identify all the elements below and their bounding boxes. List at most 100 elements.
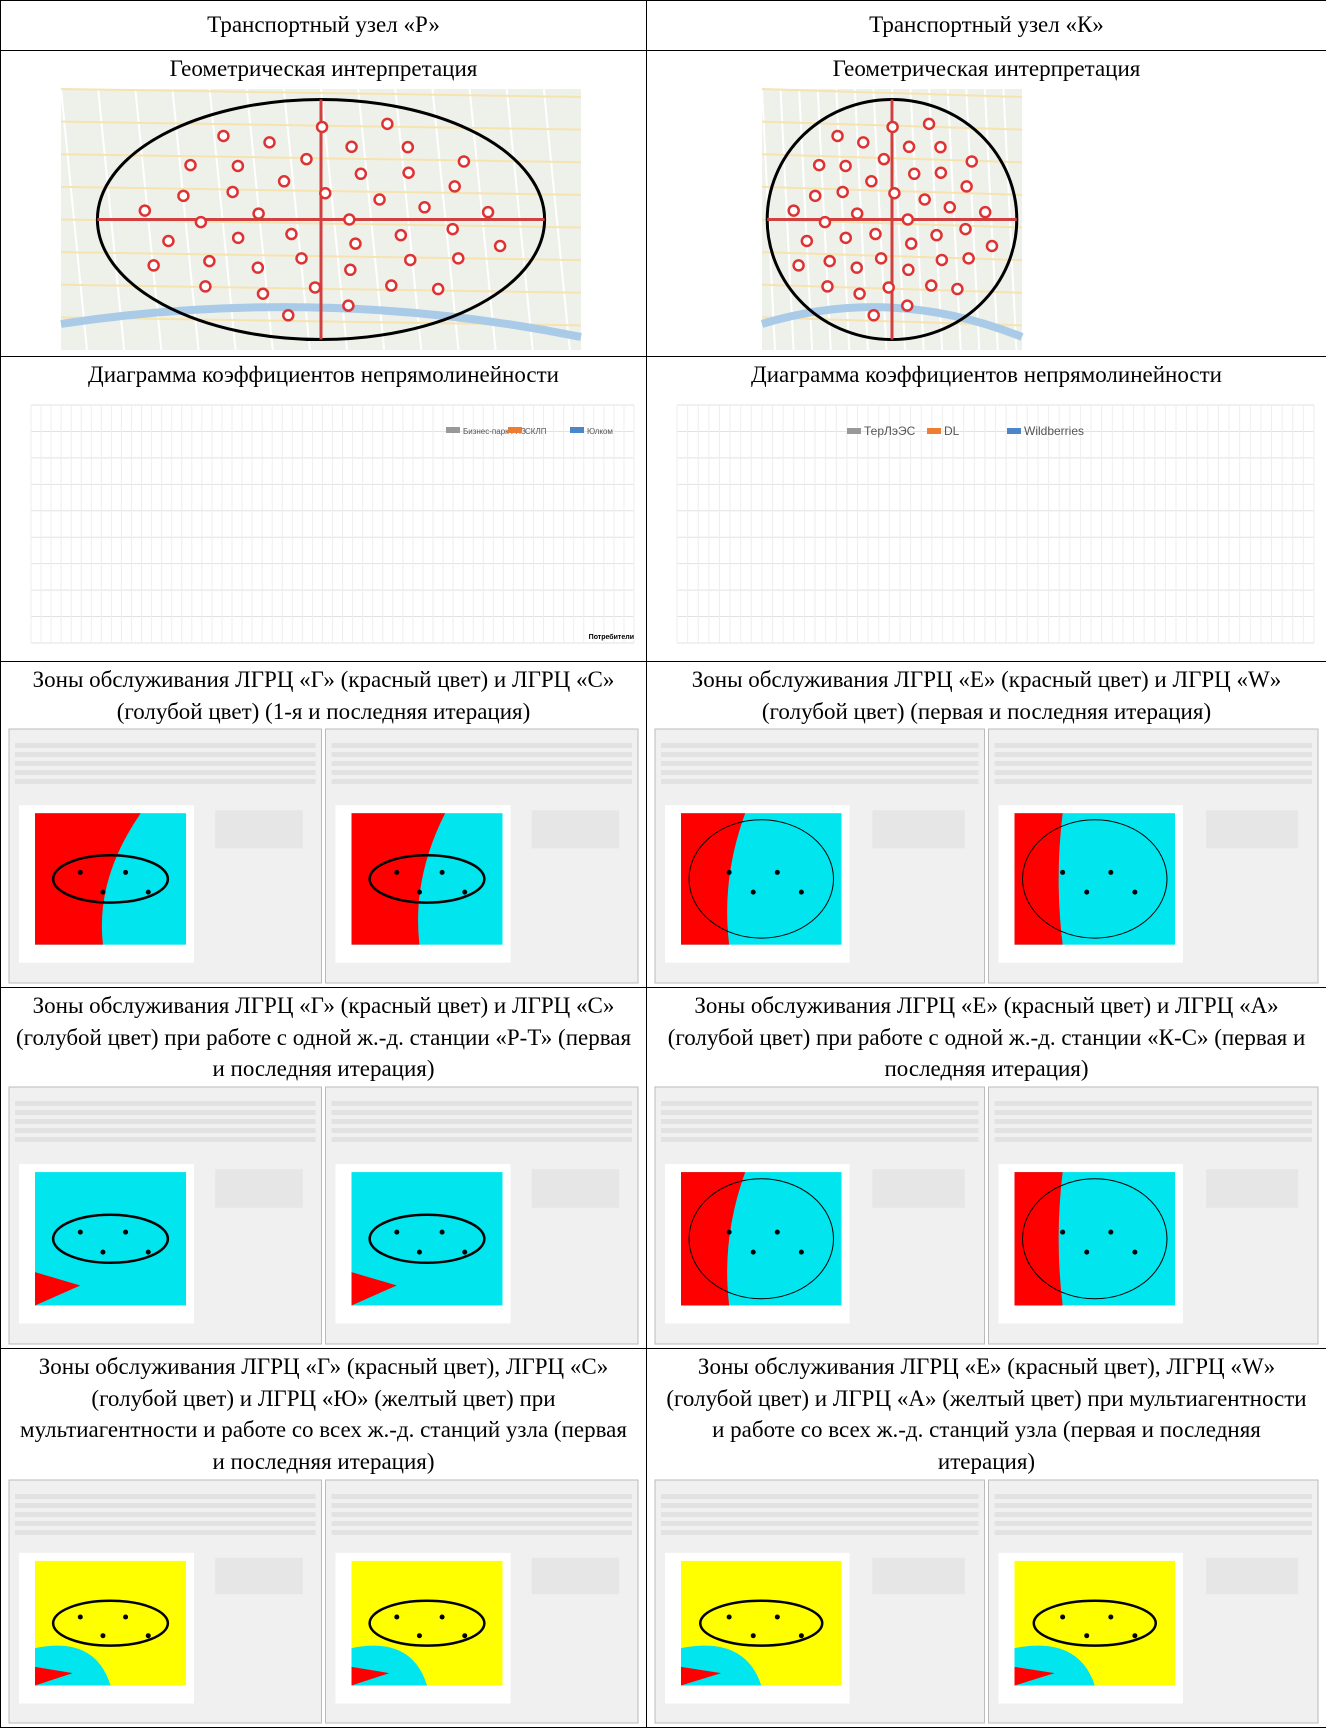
form-row (332, 1512, 633, 1517)
consumer-marker (855, 288, 865, 298)
consumer-marker (310, 282, 320, 292)
station (146, 1633, 151, 1638)
consumer-marker (453, 253, 463, 263)
consumer-marker (483, 207, 493, 217)
cell-caption: Зоны обслуживания ЛГРЦ «Г» (красный цвет… (1, 988, 646, 1085)
image (1, 1085, 646, 1348)
consumer-marker (396, 230, 406, 240)
form-panel (872, 1558, 964, 1594)
image (1, 1478, 646, 1727)
station (462, 1250, 467, 1255)
form-row (332, 1128, 633, 1133)
consumer-marker (450, 181, 460, 191)
table-cell: Транспортный узел «К» (646, 0, 1326, 51)
document: Транспортный узел «Р» Транспортный узел «… (0, 0, 1326, 1727)
consumer-marker (937, 255, 947, 265)
consumer-marker (204, 256, 214, 266)
consumer-marker (924, 119, 934, 129)
cell-image: ТерЛэЭСDLWildberries (647, 391, 1326, 661)
cell-caption: Транспортный узел «Р» (193, 1, 454, 41)
station (417, 890, 422, 895)
consumer-marker (825, 256, 835, 266)
table-cell: Зоны обслуживания ЛГРЦ «Е» (красный цвет… (646, 1348, 1326, 1728)
consumer-marker (233, 161, 243, 171)
station (727, 1230, 732, 1235)
consumer-marker (906, 238, 916, 248)
zone (1015, 814, 1063, 945)
form-row (995, 779, 1313, 784)
cell-caption: Геометрическая интерпретация (156, 51, 492, 85)
form-row (15, 1110, 316, 1115)
station (727, 870, 732, 875)
consumer-marker (344, 214, 354, 224)
cell-image: Бизнес-парк ГПЗСКЛПЮлкомПотребители (1, 391, 646, 661)
table-cell: Геометрическая интерпретация (0, 50, 647, 357)
station (1108, 1614, 1113, 1619)
form-row (661, 752, 979, 757)
form-panel (215, 1169, 303, 1208)
cell-caption: Диаграмма коэффициентов непрямолинейност… (737, 357, 1236, 391)
form-row (995, 1521, 1313, 1526)
table-cell: Зоны обслуживания ЛГРЦ «Г» (красный цвет… (0, 661, 647, 988)
form-row (661, 1521, 979, 1526)
consumer-marker (404, 167, 414, 177)
form-row (661, 1110, 979, 1115)
station (462, 890, 467, 895)
station (1084, 1633, 1089, 1638)
form-panel (532, 811, 620, 849)
form-row (661, 761, 979, 766)
consumer-marker (433, 284, 443, 294)
form-row (332, 1503, 633, 1508)
consumer-marker (841, 161, 851, 171)
station (440, 1230, 445, 1235)
form-panel (1206, 1169, 1298, 1208)
cell-caption: Зоны обслуживания ЛГРЦ «Г» (красный цвет… (1, 662, 646, 727)
form-row (661, 1119, 979, 1124)
consumer-marker (218, 131, 228, 141)
consumer-marker (253, 262, 263, 272)
station (751, 1250, 756, 1255)
station (1108, 1230, 1113, 1235)
form-panel (215, 1558, 303, 1594)
consumer-marker (903, 265, 913, 275)
station (417, 1250, 422, 1255)
consumer-marker (810, 191, 820, 201)
consumer-marker (841, 233, 851, 243)
consumer-marker (871, 229, 881, 239)
consumer-marker (420, 202, 430, 212)
form-row (995, 1137, 1313, 1142)
consumer-marker (903, 214, 913, 224)
table-cell: Транспортный узел «Р» (0, 0, 647, 51)
consumer-marker (858, 137, 868, 147)
station (799, 890, 804, 895)
consumer-marker (448, 224, 458, 234)
consumer-marker (962, 181, 972, 191)
station (1060, 870, 1065, 875)
form-row (995, 743, 1313, 748)
form-row (15, 761, 316, 766)
consumer-marker (178, 191, 188, 201)
consumer-marker (297, 253, 307, 263)
station (751, 890, 756, 895)
consumer-marker (301, 154, 311, 164)
form-row (995, 1110, 1313, 1115)
station (462, 1633, 467, 1638)
station (123, 1614, 128, 1619)
form-row (332, 1521, 633, 1526)
consumer-marker (317, 122, 327, 132)
consumer-marker (904, 142, 914, 152)
consumer-marker (405, 255, 415, 265)
form-row (15, 1119, 316, 1124)
form-row (15, 1101, 316, 1106)
cell-image (647, 727, 1326, 987)
form-row (995, 1494, 1313, 1499)
consumer-marker (356, 169, 366, 179)
form-row (332, 779, 633, 784)
cell-image (1, 1085, 646, 1348)
image (647, 727, 1326, 987)
consumer-marker (902, 300, 912, 310)
cell-caption: Зоны обслуживания ЛГРЦ «Г» (красный цвет… (1, 1349, 646, 1478)
form-row (995, 1101, 1313, 1106)
consumer-marker (254, 208, 264, 218)
cell-caption: Зоны обслуживания ЛГРЦ «Е» (красный цвет… (647, 662, 1326, 727)
